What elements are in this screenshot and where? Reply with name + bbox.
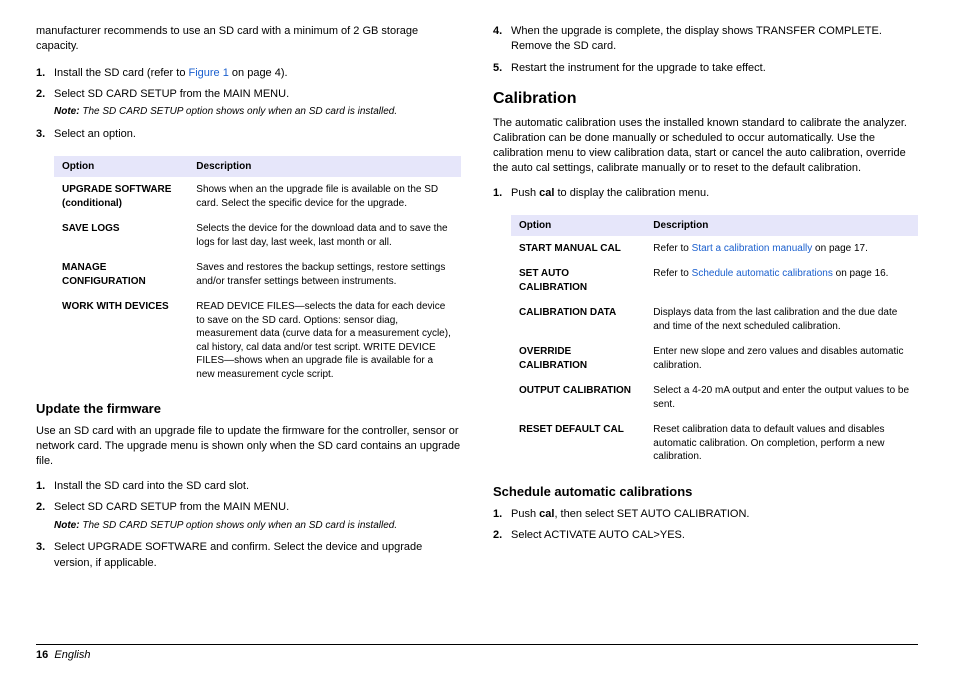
- schedule-auto-cal-heading: Schedule automatic calibrations: [493, 484, 918, 499]
- option-cell: START MANUAL CAL: [511, 236, 645, 262]
- list-item: 1. Push cal to display the calibration m…: [493, 186, 918, 201]
- option-cell: OVERRIDE CALIBRATION: [511, 339, 645, 378]
- two-column-layout: manufacturer recommends to use an SD car…: [36, 24, 918, 620]
- option-cell: WORK WITH DEVICES: [54, 294, 188, 387]
- list-item: 4.When the upgrade is complete, the disp…: [493, 24, 918, 55]
- figure-link[interactable]: Figure 1: [189, 67, 229, 79]
- step-text-post: to display the calibration menu.: [554, 187, 709, 199]
- list-item: 2. Select SD CARD SETUP from the MAIN ME…: [36, 87, 461, 119]
- table-header: Description: [645, 215, 918, 236]
- option-cell: SET AUTO CALIBRATION: [511, 261, 645, 300]
- table-row: UPGRADE SOFTWARE (conditional)Shows when…: [54, 177, 461, 216]
- page-footer: 16 English: [36, 644, 918, 661]
- firmware-intro: Use an SD card with an upgrade file to u…: [36, 424, 461, 469]
- desc-cell: Enter new slope and zero values and disa…: [645, 339, 918, 378]
- calibration-steps: 1. Push cal to display the calibration m…: [493, 186, 918, 201]
- calibration-options-table: Option Description START MANUAL CAL Refe…: [511, 215, 918, 470]
- table-row: RESET DEFAULT CALReset calibration data …: [511, 417, 918, 470]
- list-item: 1. Install the SD card (refer to Figure …: [36, 66, 461, 81]
- right-column: 4.When the upgrade is complete, the disp…: [493, 24, 918, 620]
- step-text-post: , then select SET AUTO CALIBRATION.: [554, 508, 749, 520]
- table-row: MANAGE CONFIGURATIONSaves and restores t…: [54, 255, 461, 294]
- note: Note: The SD CARD SETUP option shows onl…: [54, 519, 461, 533]
- table-header: Option: [511, 215, 645, 236]
- option-cell: OUTPUT CALIBRATION: [511, 378, 645, 417]
- manual-cal-link[interactable]: Start a calibration manually: [692, 243, 813, 254]
- table-row: WORK WITH DEVICESREAD DEVICE FILES—selec…: [54, 294, 461, 387]
- update-firmware-heading: Update the firmware: [36, 401, 461, 416]
- step-text: Restart the instrument for the upgrade t…: [511, 62, 766, 74]
- desc-cell: Shows when an the upgrade file is availa…: [188, 177, 461, 216]
- table-row: SAVE LOGSSelects the device for the down…: [54, 216, 461, 255]
- firmware-steps-cont: 4.When the upgrade is complete, the disp…: [493, 24, 918, 76]
- sd-options-table: Option Description UPGRADE SOFTWARE (con…: [54, 156, 461, 387]
- list-item: 2.Select ACTIVATE AUTO CAL>YES.: [493, 528, 918, 543]
- calibration-heading: Calibration: [493, 90, 918, 108]
- desc-cell: Refer to Start a calibration manually on…: [645, 236, 918, 262]
- list-item: 2.Select SD CARD SETUP from the MAIN MEN…: [36, 500, 461, 532]
- desc-cell: Selects the device for the download data…: [188, 216, 461, 255]
- list-item: 5.Restart the instrument for the upgrade…: [493, 61, 918, 76]
- desc-cell: Reset calibration data to default values…: [645, 417, 918, 470]
- desc-cell: Displays data from the last calibration …: [645, 300, 918, 339]
- desc-cell: Saves and restores the backup settings, …: [188, 255, 461, 294]
- firmware-steps: 1.Install the SD card into the SD card s…: [36, 479, 461, 571]
- table-header: Description: [188, 156, 461, 177]
- list-item: 3. Select an option.: [36, 127, 461, 142]
- step-text: Select SD CARD SETUP from the MAIN MENU.: [54, 88, 289, 100]
- sd-setup-steps: 1. Install the SD card (refer to Figure …: [36, 66, 461, 143]
- calibration-intro: The automatic calibration uses the insta…: [493, 116, 918, 175]
- schedule-steps: 1. Push cal, then select SET AUTO CALIBR…: [493, 507, 918, 544]
- option-cell: RESET DEFAULT CAL: [511, 417, 645, 470]
- option-cell: MANAGE CONFIGURATION: [54, 255, 188, 294]
- table-header: Option: [54, 156, 188, 177]
- step-text-pre: Push: [511, 508, 539, 520]
- option-cell: UPGRADE SOFTWARE (conditional): [54, 177, 188, 216]
- note-label: Note:: [54, 520, 80, 531]
- note: Note: The SD CARD SETUP option shows onl…: [54, 105, 461, 119]
- step-text: Select SD CARD SETUP from the MAIN MENU.: [54, 501, 289, 513]
- page-language: English: [54, 649, 90, 661]
- step-text: When the upgrade is complete, the displa…: [511, 25, 882, 52]
- list-item: 1.Install the SD card into the SD card s…: [36, 479, 461, 494]
- note-text: The SD CARD SETUP option shows only when…: [80, 106, 398, 117]
- option-cell: CALIBRATION DATA: [511, 300, 645, 339]
- intro-text: manufacturer recommends to use an SD car…: [36, 24, 461, 54]
- cal-bold: cal: [539, 508, 554, 520]
- list-item: 3.Select UPGRADE SOFTWARE and confirm. S…: [36, 540, 461, 571]
- note-text: The SD CARD SETUP option shows only when…: [80, 520, 398, 531]
- table-row: SET AUTO CALIBRATION Refer to Schedule a…: [511, 261, 918, 300]
- step-text: Select UPGRADE SOFTWARE and confirm. Sel…: [54, 541, 422, 568]
- table-row: START MANUAL CAL Refer to Start a calibr…: [511, 236, 918, 262]
- desc-cell: Select a 4-20 mA output and enter the ou…: [645, 378, 918, 417]
- auto-cal-link[interactable]: Schedule automatic calibrations: [692, 268, 833, 279]
- step-text: Select an option.: [54, 128, 136, 140]
- step-text: Select ACTIVATE AUTO CAL>YES.: [511, 529, 685, 541]
- cal-bold: cal: [539, 187, 554, 199]
- table-row: OVERRIDE CALIBRATIONEnter new slope and …: [511, 339, 918, 378]
- left-column: manufacturer recommends to use an SD car…: [36, 24, 461, 620]
- step-text-post: on page 4).: [229, 67, 288, 79]
- step-text: Install the SD card (refer to: [54, 67, 189, 79]
- table-row: CALIBRATION DATADisplays data from the l…: [511, 300, 918, 339]
- table-row: OUTPUT CALIBRATIONSelect a 4-20 mA outpu…: [511, 378, 918, 417]
- option-cell: SAVE LOGS: [54, 216, 188, 255]
- step-text: Install the SD card into the SD card slo…: [54, 480, 249, 492]
- list-item: 1. Push cal, then select SET AUTO CALIBR…: [493, 507, 918, 522]
- desc-cell: Refer to Schedule automatic calibrations…: [645, 261, 918, 300]
- step-text-pre: Push: [511, 187, 539, 199]
- desc-cell: READ DEVICE FILES—selects the data for e…: [188, 294, 461, 387]
- note-label: Note:: [54, 106, 80, 117]
- page-number: 16: [36, 649, 48, 661]
